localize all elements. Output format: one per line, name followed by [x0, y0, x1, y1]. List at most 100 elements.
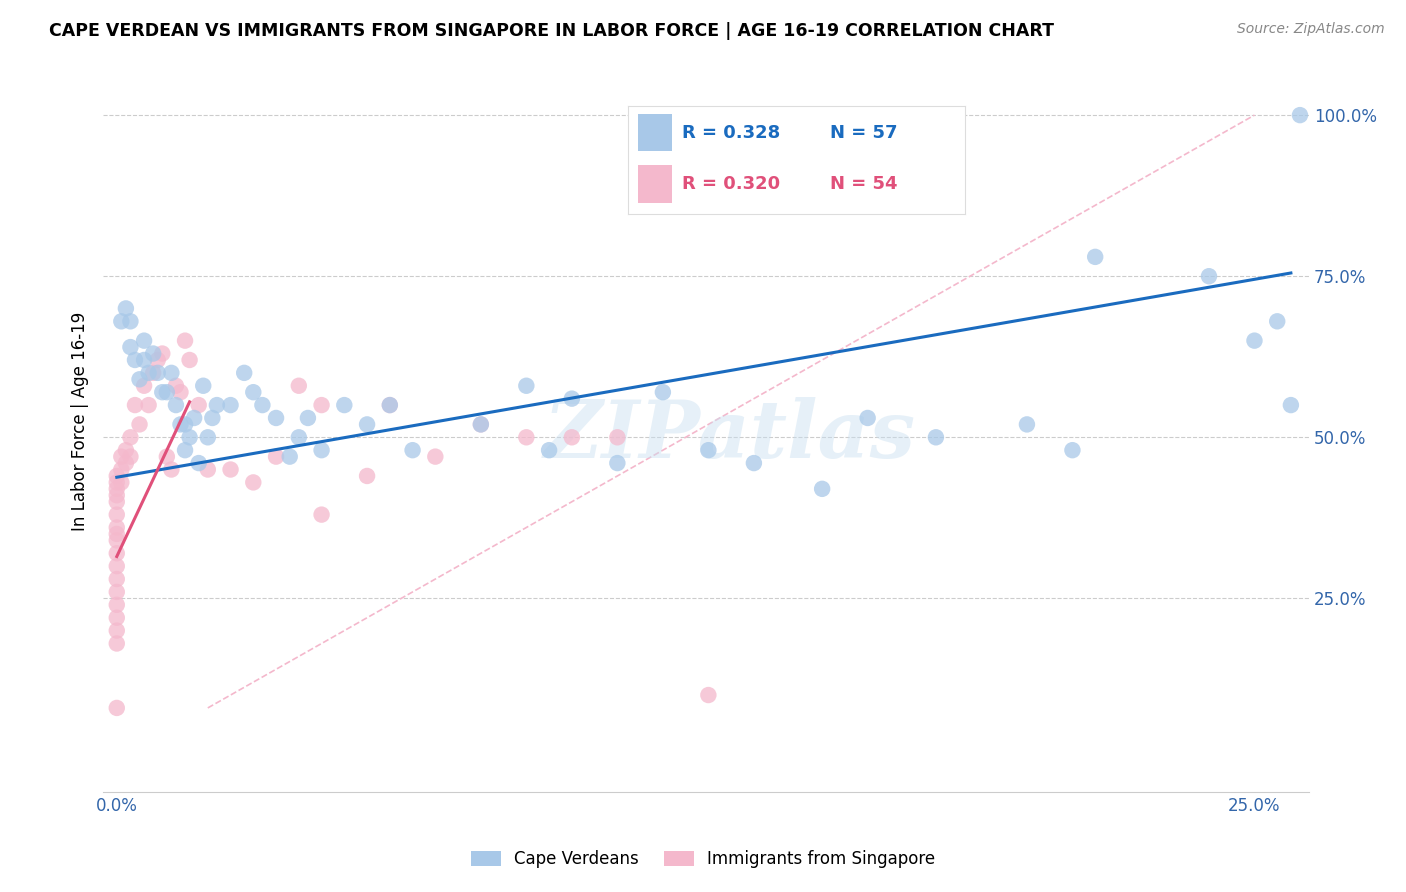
Point — [138, 366, 160, 380]
Point — [561, 430, 583, 444]
Point — [378, 398, 401, 412]
Point — [169, 385, 191, 400]
Point — [333, 398, 356, 412]
Point — [925, 430, 948, 444]
Point — [150, 346, 173, 360]
Point — [110, 462, 132, 476]
Point — [132, 334, 155, 348]
Point — [742, 456, 765, 470]
Point — [110, 314, 132, 328]
Point — [146, 353, 169, 368]
Point — [219, 398, 242, 412]
Point — [115, 456, 138, 470]
Point — [193, 378, 215, 392]
Point — [165, 398, 187, 412]
Point — [156, 450, 179, 464]
Point — [128, 372, 150, 386]
Point — [105, 469, 128, 483]
Point — [311, 443, 333, 458]
Point — [197, 430, 219, 444]
Point — [651, 385, 673, 400]
Text: Source: ZipAtlas.com: Source: ZipAtlas.com — [1237, 22, 1385, 37]
Point — [311, 398, 333, 412]
Point — [264, 450, 287, 464]
Point — [110, 475, 132, 490]
Point — [120, 430, 142, 444]
Point — [105, 475, 128, 490]
Point — [425, 450, 447, 464]
Point — [538, 443, 561, 458]
Text: CAPE VERDEAN VS IMMIGRANTS FROM SINGAPORE IN LABOR FORCE | AGE 16-19 CORRELATION: CAPE VERDEAN VS IMMIGRANTS FROM SINGAPOR… — [49, 22, 1054, 40]
Point — [311, 508, 333, 522]
Point — [105, 559, 128, 574]
Point — [146, 366, 169, 380]
Point — [105, 488, 128, 502]
Point — [515, 430, 537, 444]
Point — [115, 301, 138, 316]
Point — [165, 378, 187, 392]
Point — [401, 443, 423, 458]
Point — [470, 417, 492, 432]
Point — [1084, 250, 1107, 264]
Point — [110, 450, 132, 464]
Point — [174, 443, 197, 458]
Point — [179, 430, 201, 444]
Point — [288, 378, 311, 392]
Point — [105, 701, 128, 715]
Point — [150, 385, 173, 400]
Point — [160, 366, 183, 380]
Point — [197, 462, 219, 476]
Point — [811, 482, 834, 496]
Point — [156, 385, 179, 400]
Point — [242, 475, 264, 490]
Point — [606, 456, 628, 470]
Point — [120, 450, 142, 464]
Point — [515, 378, 537, 392]
Point — [1062, 443, 1084, 458]
Point — [105, 533, 128, 548]
Text: ZIPatlas: ZIPatlas — [544, 397, 917, 475]
Point — [160, 462, 183, 476]
Point — [105, 482, 128, 496]
Point — [120, 314, 142, 328]
Point — [115, 443, 138, 458]
Point — [264, 411, 287, 425]
Point — [242, 385, 264, 400]
Point — [183, 411, 205, 425]
Point — [856, 411, 879, 425]
Point — [1015, 417, 1038, 432]
Point — [105, 624, 128, 638]
Point — [142, 346, 165, 360]
Point — [697, 443, 720, 458]
Point — [179, 353, 201, 368]
Point — [219, 462, 242, 476]
Point — [174, 417, 197, 432]
Point — [105, 585, 128, 599]
Point — [187, 398, 209, 412]
Point — [105, 636, 128, 650]
Point — [187, 456, 209, 470]
Point — [120, 340, 142, 354]
Point — [606, 430, 628, 444]
Point — [105, 494, 128, 508]
Legend: Cape Verdeans, Immigrants from Singapore: Cape Verdeans, Immigrants from Singapore — [464, 844, 942, 875]
Point — [288, 430, 311, 444]
Point — [356, 469, 378, 483]
Point — [105, 611, 128, 625]
Point — [174, 334, 197, 348]
Point — [105, 508, 128, 522]
Point — [201, 411, 224, 425]
Point — [105, 546, 128, 560]
Point — [205, 398, 228, 412]
Point — [697, 688, 720, 702]
Point — [105, 527, 128, 541]
Point — [356, 417, 378, 432]
Point — [233, 366, 256, 380]
Point — [142, 366, 165, 380]
Y-axis label: In Labor Force | Age 16-19: In Labor Force | Age 16-19 — [72, 311, 89, 531]
Point — [124, 398, 146, 412]
Point — [169, 417, 191, 432]
Point — [1279, 398, 1302, 412]
Point — [470, 417, 492, 432]
Point — [1198, 269, 1220, 284]
